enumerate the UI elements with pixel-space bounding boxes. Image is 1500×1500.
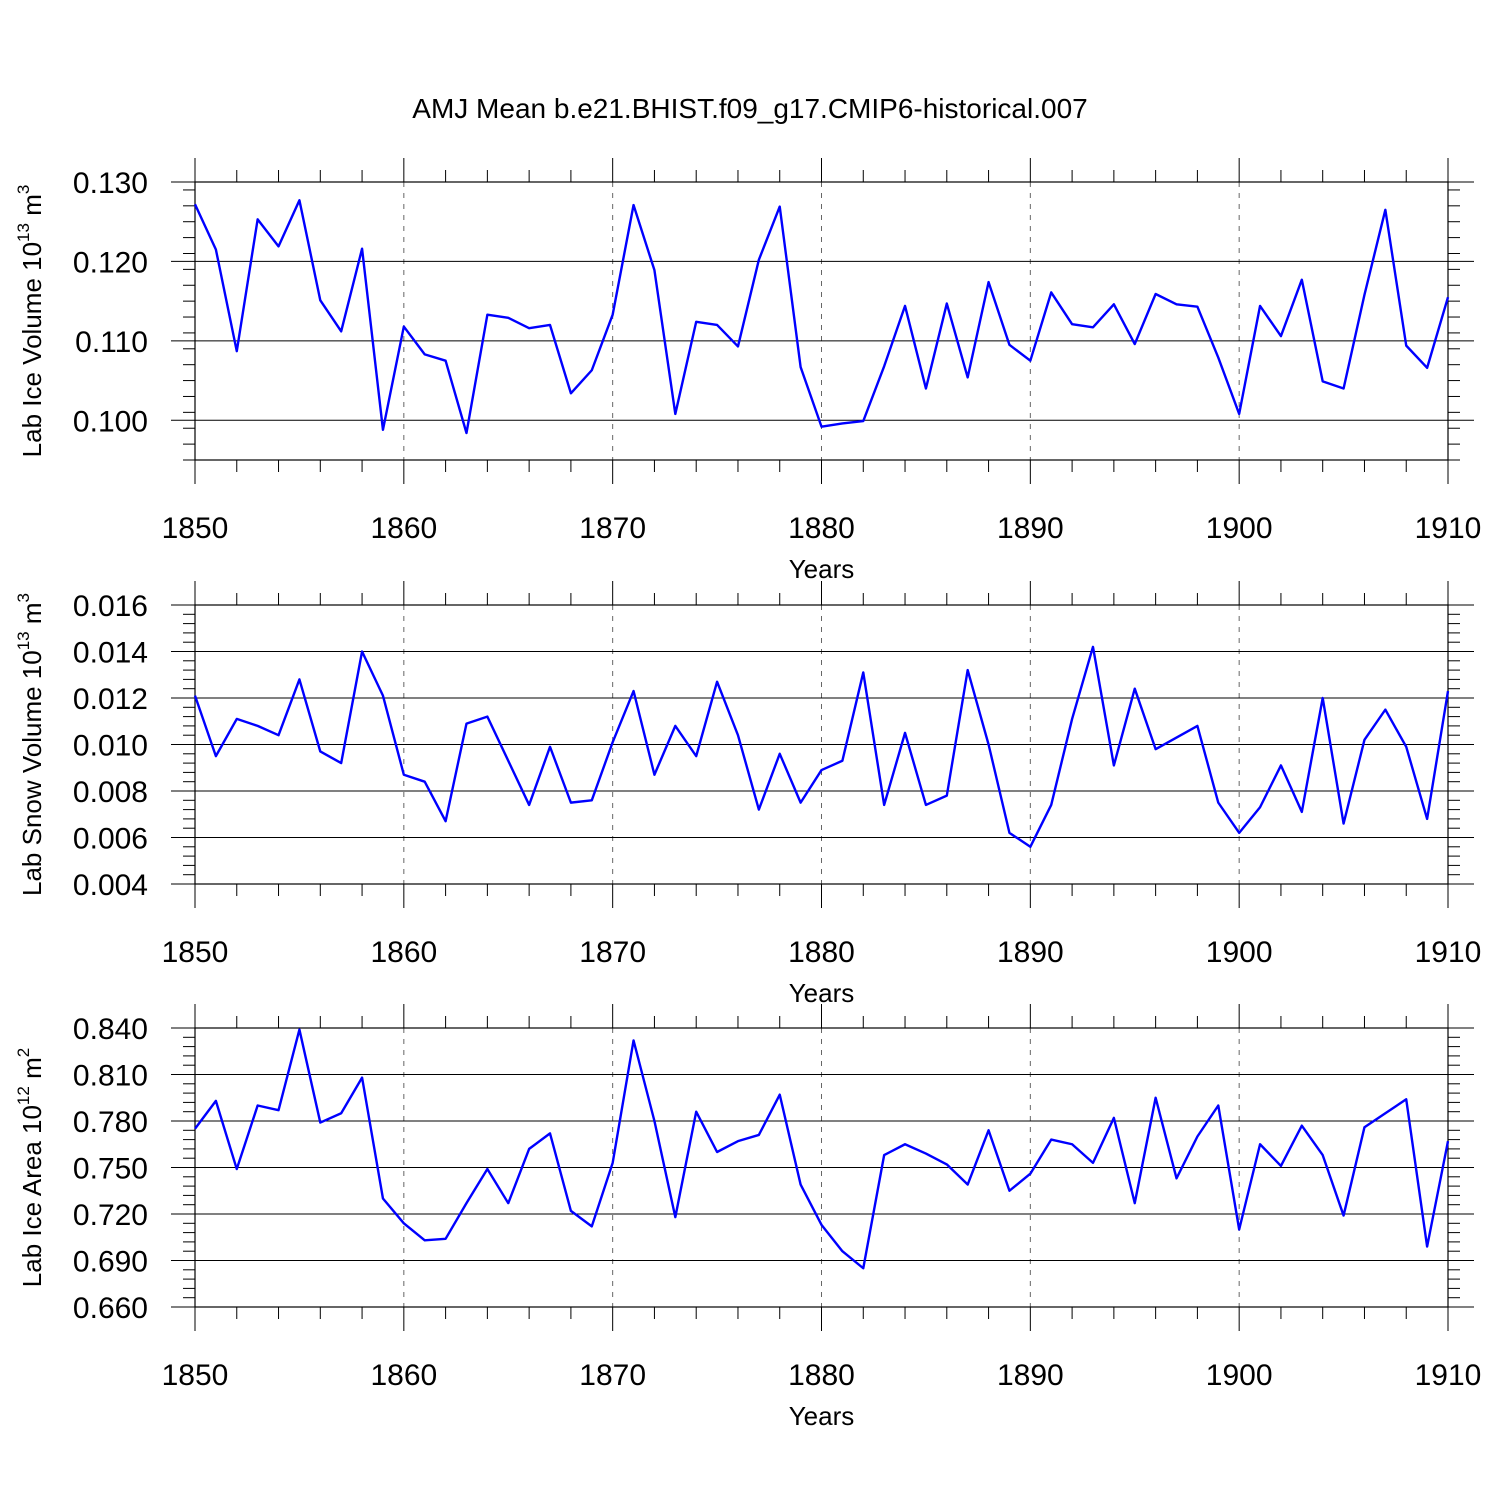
x-tick-label: 1910 <box>1415 512 1482 545</box>
x-tick-label: 1880 <box>788 1359 855 1392</box>
x-tick-label: 1890 <box>997 512 1064 545</box>
panels: 0.100 0.110 0.120 0.130 1850 1860 1870 1880 1890… <box>14 158 1481 1431</box>
y-tick-label: 0.660 <box>73 1292 148 1325</box>
x-tick-label: 1860 <box>370 512 437 545</box>
panel-2: 0.004 0.006 0.008 0.010 0.012 0.014 0.016 1850 1… <box>14 581 1481 1008</box>
x-axis-label: Years <box>789 978 855 1008</box>
x-tick-label: 1880 <box>788 512 855 545</box>
series-line <box>193 645 1450 848</box>
y-tick-label: 0.012 <box>73 683 148 716</box>
y-tick-label: 0.750 <box>73 1153 148 1186</box>
x-tick-label: 1890 <box>997 936 1064 969</box>
x-tick-label: 1850 <box>162 512 229 545</box>
x-tick-label: 1900 <box>1206 936 1273 969</box>
panel-1: 0.100 0.110 0.120 0.130 1850 1860 1870 1880 1890… <box>14 158 1481 584</box>
x-tick-label: 1880 <box>788 936 855 969</box>
panel-3: 0.660 0.690 0.720 0.750 0.780 0.810 0.840 1850 1… <box>14 1004 1481 1431</box>
x-tick-label: 1910 <box>1415 936 1482 969</box>
x-tick-label: 1870 <box>579 512 646 545</box>
series-line <box>194 1028 1450 1270</box>
y-tick-label: 0.840 <box>73 1013 148 1046</box>
y-axis-label: Lab Snow Volume 1013 m3 <box>14 593 47 896</box>
y-tick-label: 0.008 <box>73 776 148 809</box>
y-tick-label: 0.014 <box>73 637 148 670</box>
y-tick-label: 0.720 <box>73 1199 148 1232</box>
x-tick-label: 1870 <box>579 936 646 969</box>
x-tick-label: 1900 <box>1206 1359 1273 1392</box>
x-tick-label: 1860 <box>370 936 437 969</box>
series-line <box>193 199 1450 435</box>
y-tick-label: 0.690 <box>73 1246 148 1279</box>
y-tick-label: 0.004 <box>73 869 148 902</box>
y-tick-label: 0.100 <box>73 405 148 438</box>
y-tick-label: 0.010 <box>73 730 148 763</box>
y-tick-label: 0.810 <box>73 1060 148 1093</box>
y-tick-label: 0.110 <box>75 326 148 359</box>
x-tick-label: 1890 <box>997 1359 1064 1392</box>
x-tick-label: 1860 <box>370 1359 437 1392</box>
x-tick-label: 1870 <box>579 1359 646 1392</box>
x-axis-label: Years <box>789 1401 855 1431</box>
x-tick-label: 1910 <box>1415 1359 1482 1392</box>
y-tick-label: 0.016 <box>73 590 148 623</box>
x-axis-label: Years <box>789 554 855 584</box>
x-tick-label: 1850 <box>162 936 229 969</box>
plot-frame <box>194 604 1449 885</box>
x-tick-label: 1850 <box>162 1359 229 1392</box>
x-tick-label: 1900 <box>1206 512 1273 545</box>
y-tick-label: 0.006 <box>73 823 148 856</box>
plot-frame <box>194 1027 1449 1308</box>
y-axis-label: Lab Ice Area 1012 m2 <box>14 1048 47 1287</box>
plot-frame <box>194 181 1449 461</box>
y-tick-label: 0.130 <box>73 167 148 200</box>
figure-title: AMJ Mean b.e21.BHIST.f09_g17.CMIP6-histo… <box>412 93 1087 124</box>
y-tick-label: 0.780 <box>73 1106 148 1139</box>
y-axis-label: Lab Ice Volume 1013 m3 <box>14 185 47 458</box>
y-tick-label: 0.120 <box>73 246 148 279</box>
